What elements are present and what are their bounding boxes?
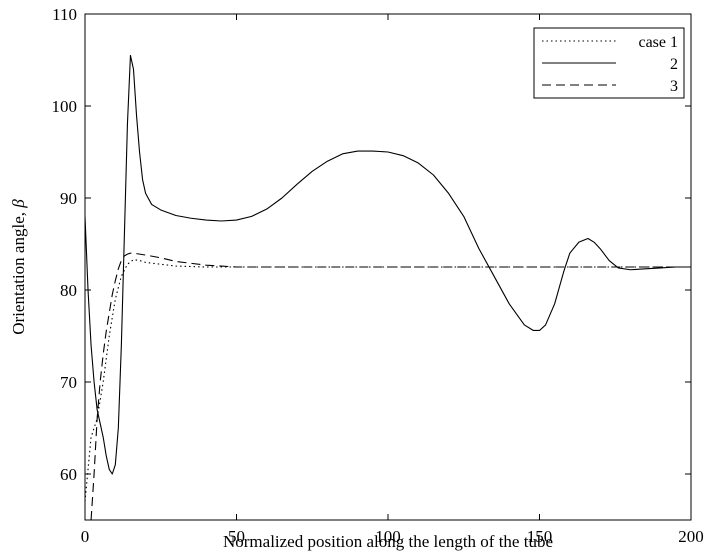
x-tick-label: 50 — [228, 527, 245, 546]
y-axis-label: Orientation angle, β — [9, 199, 28, 335]
x-tick-label: 200 — [678, 527, 704, 546]
series-layer — [85, 54, 691, 520]
series-line-2 — [85, 54, 691, 475]
y-tick-label: 100 — [52, 97, 78, 116]
x-axis-label: Normalized position along the length of … — [223, 532, 553, 551]
y-tick-label: 90 — [60, 189, 77, 208]
y-tick-label: 70 — [60, 373, 77, 392]
legend-label-2: 2 — [670, 56, 678, 73]
y-axis-label-text: Orientation angle, — [9, 208, 28, 335]
y-axis-label-symbol: β — [9, 199, 28, 209]
legend-label-3: 3 — [670, 78, 678, 95]
y-tick-label: 60 — [60, 465, 77, 484]
ticks-layer: 0 50 100 150 200 60 70 80 90 100 110 — [52, 5, 704, 546]
x-tick-label: 0 — [81, 527, 90, 546]
x-tick-label: 150 — [527, 527, 553, 546]
legend-label-1: case 1 — [638, 34, 678, 51]
series-line-3 — [90, 252, 691, 520]
y-tick-label: 110 — [52, 5, 77, 24]
legend: case 1 2 3 — [533, 27, 685, 99]
y-tick-label: 80 — [60, 281, 77, 300]
x-tick-label: 100 — [375, 527, 401, 546]
series-line-1 — [85, 259, 691, 502]
